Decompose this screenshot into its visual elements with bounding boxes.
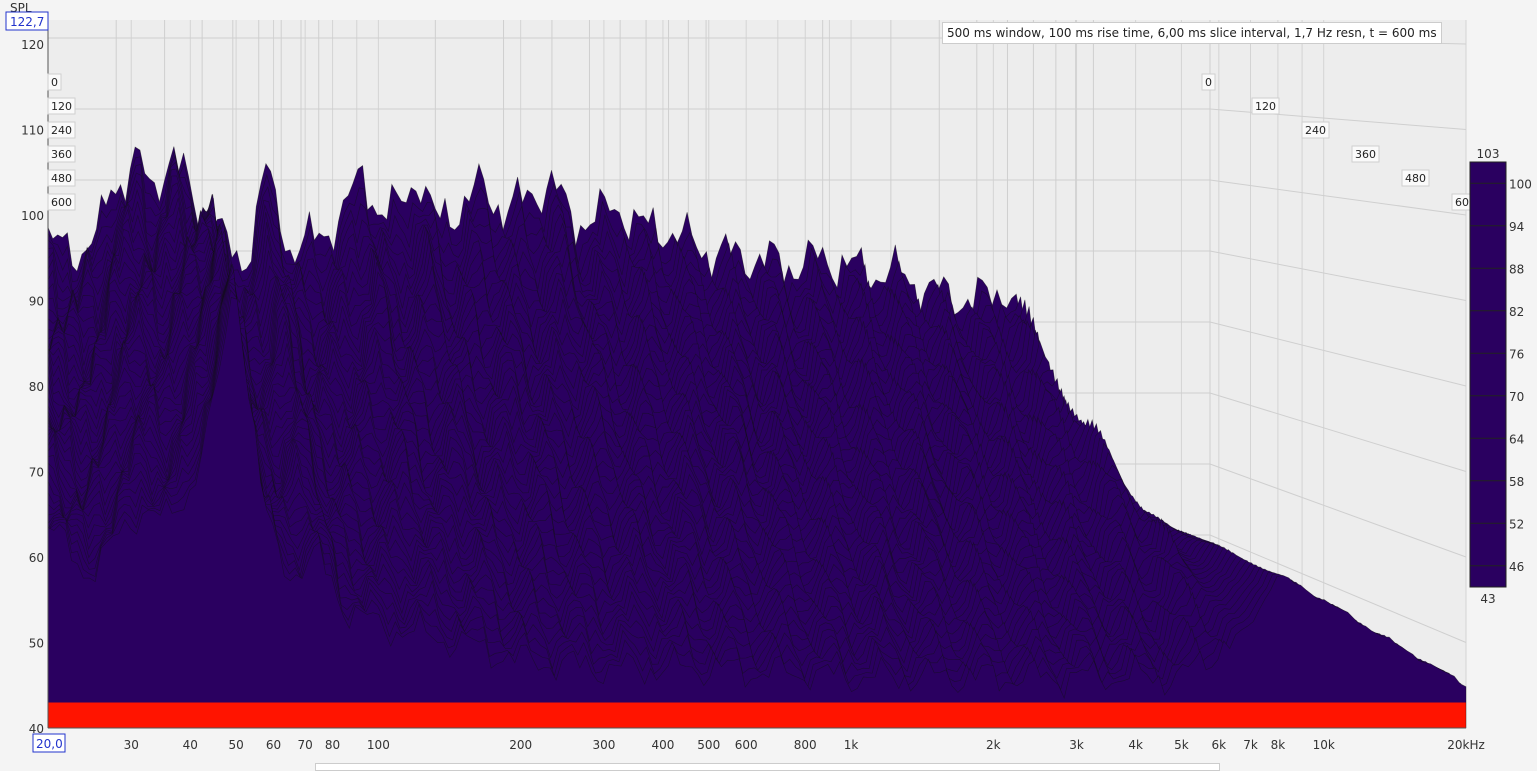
horizontal-scrollbar[interactable] bbox=[315, 763, 1220, 771]
color-scale-tick: 82 bbox=[1509, 305, 1524, 319]
color-scale-gradient bbox=[1469, 161, 1507, 588]
time-label-left-box bbox=[47, 97, 76, 115]
color-scale-tick: 64 bbox=[1509, 432, 1524, 446]
x-tick-label: 3k bbox=[1069, 738, 1084, 752]
grid-line-horizontal bbox=[48, 108, 1467, 130]
color-scale-tick: 94 bbox=[1509, 220, 1524, 234]
x-tick-label: 600 bbox=[735, 738, 758, 752]
y-tick-label: 70 bbox=[29, 466, 44, 480]
time-label-right: 0 bbox=[1205, 76, 1212, 89]
x-tick-label: 4k bbox=[1128, 738, 1143, 752]
color-scale-tick: 70 bbox=[1509, 390, 1524, 404]
color-scale-tick: 58 bbox=[1509, 475, 1524, 489]
chart-title: 500 ms window, 100 ms rise time, 6,00 ms… bbox=[942, 22, 1442, 44]
time-label-left-box bbox=[47, 121, 76, 139]
time-label-left-box bbox=[47, 145, 76, 163]
x-tick-label: 10k bbox=[1313, 738, 1335, 752]
x-tick-label: 300 bbox=[592, 738, 615, 752]
color-scale-bar: 100 94 88 82 76 70 64 58 52 46 103 43 bbox=[1469, 147, 1532, 606]
x-tick-label: 200 bbox=[509, 738, 532, 752]
y-cursor-readout: 122,7 bbox=[10, 15, 44, 29]
x-tick-label: 6k bbox=[1212, 738, 1227, 752]
x-tick-label: 800 bbox=[794, 738, 817, 752]
time-label-right-box bbox=[1401, 169, 1430, 187]
time-label-right-box bbox=[1301, 121, 1330, 139]
x-tick-label: 20kHz bbox=[1447, 738, 1485, 752]
y-tick-label: 90 bbox=[29, 295, 44, 309]
time-label-left: 360 bbox=[51, 148, 72, 161]
time-label-right: 240 bbox=[1305, 124, 1326, 137]
color-scale-min: 43 bbox=[1480, 592, 1495, 606]
color-scale-tick: 88 bbox=[1509, 262, 1524, 276]
time-label-right-box bbox=[1201, 73, 1216, 91]
x-tick-label: 400 bbox=[652, 738, 675, 752]
time-label-right: 120 bbox=[1255, 100, 1276, 113]
x-tick-label: 500 bbox=[697, 738, 720, 752]
x-tick-label: 5k bbox=[1174, 738, 1189, 752]
color-scale-tick: 100 bbox=[1509, 177, 1532, 191]
time-label-right: 360 bbox=[1355, 148, 1376, 161]
time-label-left: 120 bbox=[51, 100, 72, 113]
x-tick-label: 30 bbox=[124, 738, 139, 752]
y-cursor-box[interactable] bbox=[5, 11, 49, 31]
x-axis-ticks: 30 40 50 60 70 80 100 200 300 400 500 600 800 1k 2k 3k 4… bbox=[124, 738, 1485, 752]
y-tick-label: 100 bbox=[21, 209, 44, 223]
x-tick-label: 8k bbox=[1271, 738, 1286, 752]
y-tick-label: 60 bbox=[29, 551, 44, 565]
time-label-left: 0 bbox=[51, 76, 58, 89]
time-label-left: 480 bbox=[51, 172, 72, 185]
waterfall-slice-600ms bbox=[47, 296, 1467, 729]
x-cursor-readout: 20,0 bbox=[36, 737, 63, 751]
time-label-right: 480 bbox=[1405, 172, 1426, 185]
waterfall-slices bbox=[47, 146, 1467, 768]
x-cursor-box[interactable] bbox=[32, 733, 66, 753]
color-scale-tick: 76 bbox=[1509, 347, 1524, 361]
time-label-left-box bbox=[47, 169, 76, 187]
x-tick-label: 80 bbox=[325, 738, 340, 752]
y-tick-label: 80 bbox=[29, 380, 44, 394]
y-tick-label: 50 bbox=[29, 637, 44, 651]
y-tick-label: 120 bbox=[21, 38, 44, 52]
time-label-right-box bbox=[1351, 145, 1380, 163]
y-tick-label: 40 bbox=[29, 722, 44, 736]
x-tick-label: 40 bbox=[183, 738, 198, 752]
time-label-left-box bbox=[47, 73, 62, 91]
time-label-right-box bbox=[1251, 97, 1280, 115]
time-label-left: 240 bbox=[51, 124, 72, 137]
grid-line-horizontal bbox=[48, 179, 1467, 216]
color-scale-tick: 46 bbox=[1509, 560, 1524, 574]
x-axis-band bbox=[48, 728, 1466, 768]
x-tick-label: 70 bbox=[298, 738, 313, 752]
time-label-left-box bbox=[47, 193, 76, 211]
y-axis-ticks: 120 110 100 90 80 70 60 50 40 bbox=[21, 38, 44, 736]
x-tick-label: 1k bbox=[844, 738, 859, 752]
x-tick-label: 50 bbox=[228, 738, 243, 752]
x-tick-label: 7k bbox=[1243, 738, 1258, 752]
time-label-left: 600 bbox=[51, 196, 72, 209]
color-scale-tick: 52 bbox=[1509, 517, 1524, 531]
color-scale-max: 103 bbox=[1477, 147, 1500, 161]
x-tick-label: 2k bbox=[986, 738, 1001, 752]
x-tick-label: 100 bbox=[367, 738, 390, 752]
y-tick-label: 110 bbox=[21, 124, 44, 138]
x-tick-label: 60 bbox=[266, 738, 281, 752]
